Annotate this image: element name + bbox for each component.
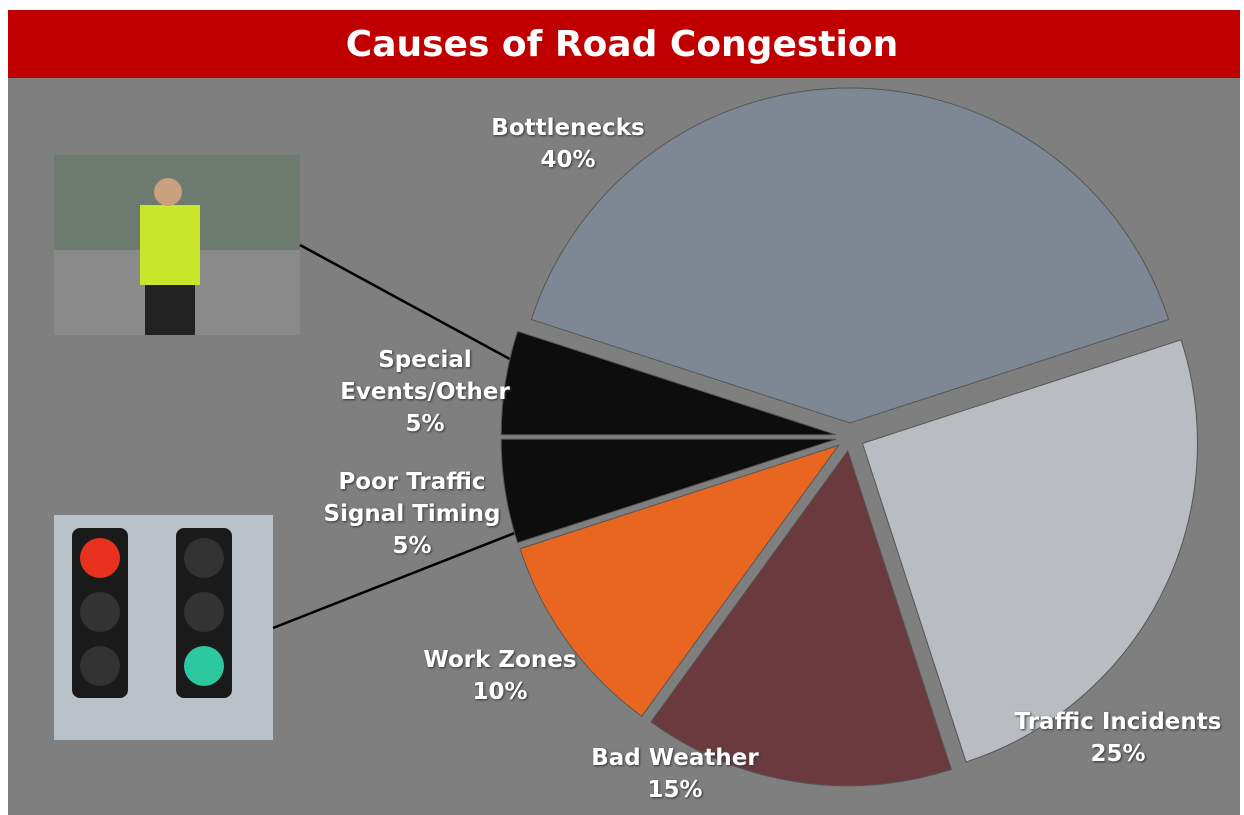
value-label: 40%	[468, 144, 668, 176]
officer-photo	[54, 155, 300, 335]
category-label: Work Zones	[400, 644, 600, 676]
traffic-light-photo	[54, 515, 273, 740]
value-label: 5%	[330, 408, 520, 440]
category-label: Bottlenecks	[468, 112, 668, 144]
category-label: Special Events/Other	[330, 344, 520, 408]
chart-title: Causes of Road Congestion	[346, 24, 898, 65]
value-label: 10%	[400, 676, 600, 708]
value-label: 15%	[575, 774, 775, 806]
category-label: Poor Traffic Signal Timing	[317, 466, 507, 530]
category-label: Bad Weather	[575, 742, 775, 774]
value-label: 25%	[998, 738, 1238, 770]
slide: Causes of Road Congestion Bottlenecks40%…	[0, 0, 1244, 815]
category-label: Traffic Incidents	[998, 706, 1238, 738]
value-label: 5%	[317, 530, 507, 562]
